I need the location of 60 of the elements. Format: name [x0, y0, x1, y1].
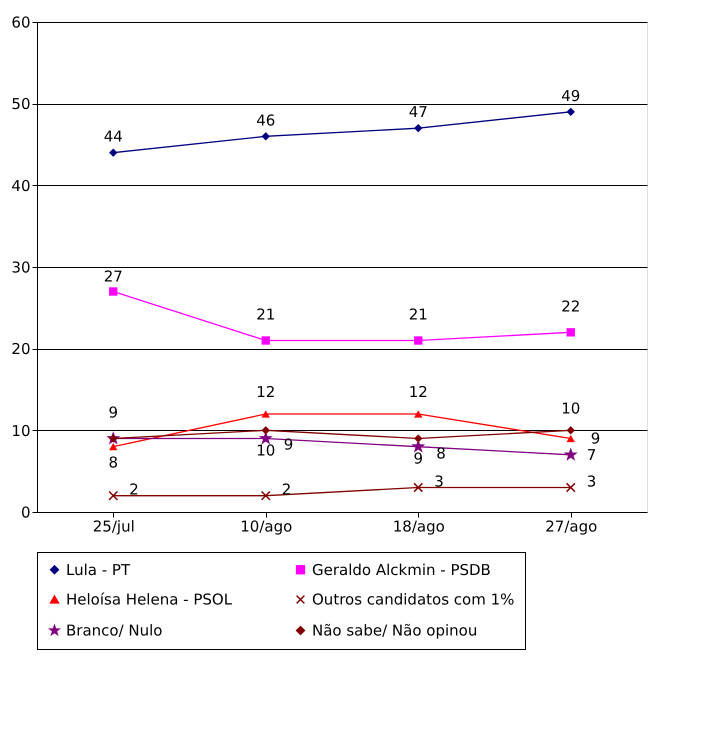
point [566, 108, 575, 116]
x-tick-label: 27/ago [545, 518, 598, 536]
y-tick-label: 10 [11, 422, 30, 440]
point [414, 434, 422, 443]
data-label: 10 [256, 441, 276, 460]
data-label: 2 [282, 480, 292, 499]
data-label: 49 [561, 86, 580, 105]
data-label: 12 [408, 383, 428, 401]
y-tick-label: 0 [20, 504, 30, 522]
point [262, 410, 270, 418]
y-tick-label: 60 [11, 14, 30, 32]
point [262, 132, 270, 141]
data-label: 8 [436, 444, 446, 463]
point [262, 336, 270, 345]
data-label: 9 [108, 404, 118, 422]
point [564, 447, 578, 461]
legend-label: Geraldo Alckmin - PSDB [312, 560, 491, 579]
legend-label: Outros candidatos com 1% [312, 590, 514, 608]
data-label: 3 [434, 472, 444, 490]
data-label: 2 [129, 480, 139, 499]
data-label: 46 [256, 111, 276, 130]
data-label: 9 [590, 430, 600, 448]
data-label: 7 [586, 446, 596, 464]
data-label: 9 [284, 436, 294, 454]
data-label: 22 [561, 297, 580, 316]
y-tick-label: 40 [11, 176, 30, 195]
x-tick-label: 25/jul [92, 518, 135, 536]
point [109, 287, 118, 296]
point [413, 482, 424, 492]
point [262, 426, 270, 435]
data-label: 3 [586, 472, 596, 490]
point [566, 328, 575, 337]
data-label: 9 [413, 450, 424, 468]
point [260, 490, 271, 501]
data-label: 8 [108, 454, 118, 472]
point [414, 124, 422, 132]
legend-label: Branco/ Nulo [66, 622, 162, 640]
x-tick-label: 10/ago [240, 518, 292, 536]
point [414, 410, 422, 418]
legend-label: Lula - PT [66, 560, 131, 579]
point [109, 148, 118, 157]
y-tick-label: 30 [11, 258, 30, 276]
point [566, 482, 576, 492]
legend-label: Não sabe/ Não opinou [312, 622, 478, 640]
data-label: 21 [408, 306, 428, 324]
point [108, 490, 118, 501]
point [566, 434, 575, 442]
data-label: 44 [104, 128, 123, 146]
data-label: 21 [256, 306, 276, 324]
point [109, 443, 118, 450]
legend-label: Heloísa Helena - PSOL [66, 590, 233, 608]
y-tick-label: 50 [11, 95, 30, 114]
point [414, 336, 422, 345]
data-label: 27 [104, 268, 123, 286]
data-label: 12 [256, 383, 276, 401]
x-tick-label: 18/ago [392, 518, 445, 536]
data-label: 10 [561, 399, 580, 418]
point [566, 426, 575, 435]
y-tick-label: 20 [11, 340, 30, 358]
data-label: 47 [408, 103, 428, 122]
